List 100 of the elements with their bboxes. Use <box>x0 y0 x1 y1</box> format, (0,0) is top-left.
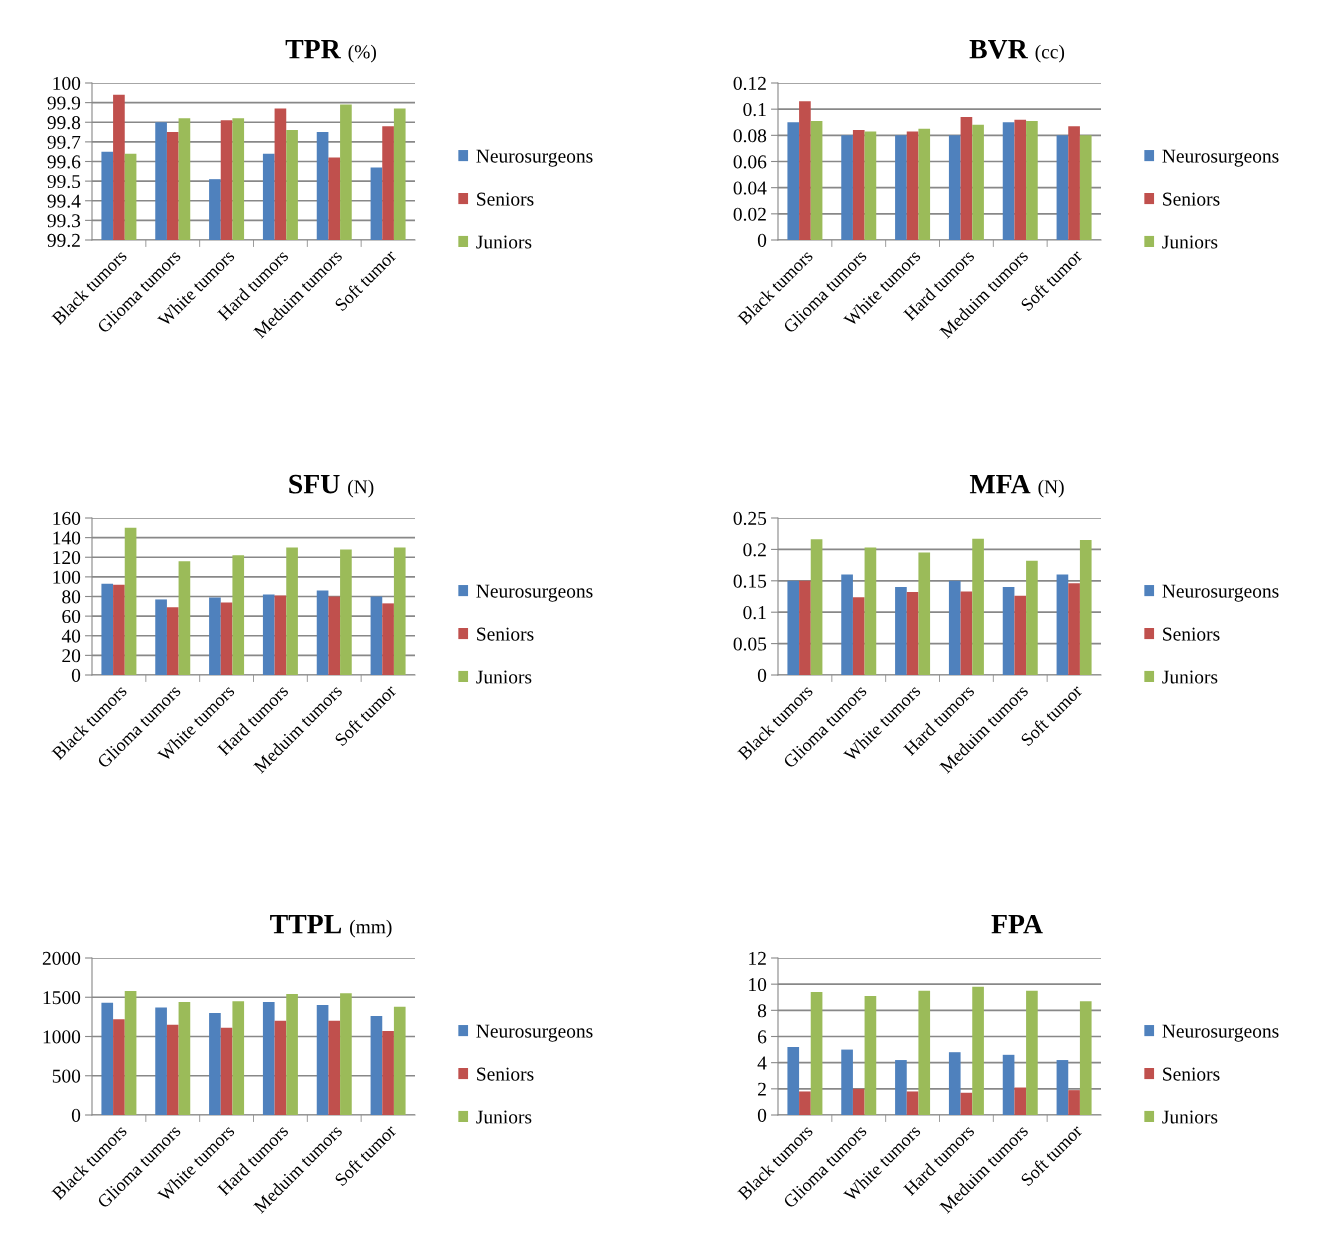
bar <box>1079 1001 1092 1115</box>
y-tick-label: 12 <box>749 951 766 965</box>
bar <box>960 117 973 240</box>
bar <box>1002 122 1015 240</box>
bar <box>178 561 191 675</box>
bar <box>799 101 811 240</box>
bar <box>178 1001 191 1115</box>
legend-label: Juniors <box>476 1110 532 1124</box>
bar <box>1079 135 1092 240</box>
legend-label: Seniors <box>477 1067 534 1081</box>
bar <box>960 1092 973 1115</box>
bar <box>960 591 973 675</box>
bar <box>113 584 125 675</box>
y-tick-label: 100 <box>53 76 81 90</box>
legend-label: Juniors <box>1162 670 1218 684</box>
legend-label: Neurosurgeons <box>1162 584 1279 602</box>
bar <box>101 583 114 675</box>
bar <box>1068 126 1080 240</box>
bar <box>810 539 823 675</box>
bar <box>852 597 865 675</box>
bar <box>1014 1087 1027 1115</box>
y-tick-label: 99.5 <box>47 175 81 189</box>
y-tick-label: 0.04 <box>733 181 767 195</box>
y-tick-label: 0.25 <box>733 511 767 526</box>
bar <box>948 1052 961 1115</box>
bar <box>864 547 877 675</box>
y-tick-label: 99.6 <box>47 155 81 169</box>
bar <box>864 131 877 240</box>
bar <box>1014 119 1027 240</box>
y-tick-label: 0 <box>71 668 81 682</box>
bar <box>370 596 383 675</box>
bar <box>232 555 245 675</box>
y-tick-label: 80 <box>62 590 81 604</box>
bar <box>1002 1054 1015 1115</box>
bar <box>906 592 919 675</box>
bar <box>274 1020 287 1115</box>
y-tick-label: 100 <box>53 570 81 584</box>
bar <box>864 995 877 1115</box>
y-tick-label: 8 <box>757 1004 767 1018</box>
bar <box>393 1006 406 1115</box>
chart-title: BVR (cc) <box>969 40 1065 63</box>
bar <box>262 594 275 675</box>
bar <box>1056 1060 1069 1115</box>
bar <box>328 596 341 675</box>
bar <box>972 124 984 240</box>
chart-title: TTPL (mm) <box>270 915 392 938</box>
chart-title: SFU (N) <box>289 474 374 498</box>
bar <box>841 1049 853 1115</box>
y-tick-label: 99.2 <box>47 233 80 248</box>
bar <box>393 547 406 675</box>
legend-label: Neurosurgeons <box>1162 149 1279 167</box>
y-tick-label: 2000 <box>42 951 81 965</box>
bar <box>787 1046 800 1115</box>
bar <box>113 1019 125 1115</box>
bar <box>852 1088 865 1115</box>
bar <box>1014 595 1027 675</box>
y-tick-label: 40 <box>61 629 81 643</box>
bar <box>972 538 984 675</box>
legend-label: Seniors <box>1163 192 1220 206</box>
y-tick-label: 0.1 <box>743 606 766 620</box>
legend-label: Neurosurgeons <box>1162 1024 1279 1042</box>
legend-label: Juniors <box>476 235 532 249</box>
y-tick-label: 160 <box>53 511 81 525</box>
bar <box>286 994 298 1115</box>
bar <box>1026 120 1038 240</box>
bar <box>799 580 811 675</box>
bar <box>1079 539 1092 675</box>
bar <box>220 1027 233 1115</box>
legend-label: Juniors <box>1162 235 1218 249</box>
bar <box>918 990 931 1115</box>
bar <box>340 993 352 1115</box>
y-tick-label: 0 <box>757 1108 767 1122</box>
legend-label: Juniors <box>1162 1110 1218 1124</box>
y-tick-label: 120 <box>53 551 81 565</box>
chart-title: FPA <box>991 914 1043 934</box>
bar <box>841 574 853 675</box>
y-tick-label: 0.08 <box>733 129 767 143</box>
bar <box>810 120 823 240</box>
bar <box>918 128 931 240</box>
bar <box>166 607 179 675</box>
bar <box>972 986 984 1115</box>
y-tick-label: 0.06 <box>733 155 767 169</box>
y-tick-label: 1500 <box>43 991 81 1005</box>
bar <box>124 527 137 675</box>
legend-label: Neurosurgeons <box>476 584 593 602</box>
bar <box>841 135 853 240</box>
bar <box>274 595 287 675</box>
y-tick-label: 20 <box>62 649 81 663</box>
bar <box>810 992 823 1115</box>
y-tick-label: 10 <box>749 977 767 992</box>
legend-label: Seniors <box>477 627 534 641</box>
bar <box>906 1091 919 1115</box>
bar <box>948 580 961 675</box>
y-tick-label: 0.12 <box>733 76 766 91</box>
bar <box>101 1002 114 1115</box>
y-tick-label: 0.15 <box>733 574 767 588</box>
bar <box>209 597 221 675</box>
bar <box>1056 135 1069 240</box>
bar <box>262 1001 275 1115</box>
bar <box>918 552 931 675</box>
